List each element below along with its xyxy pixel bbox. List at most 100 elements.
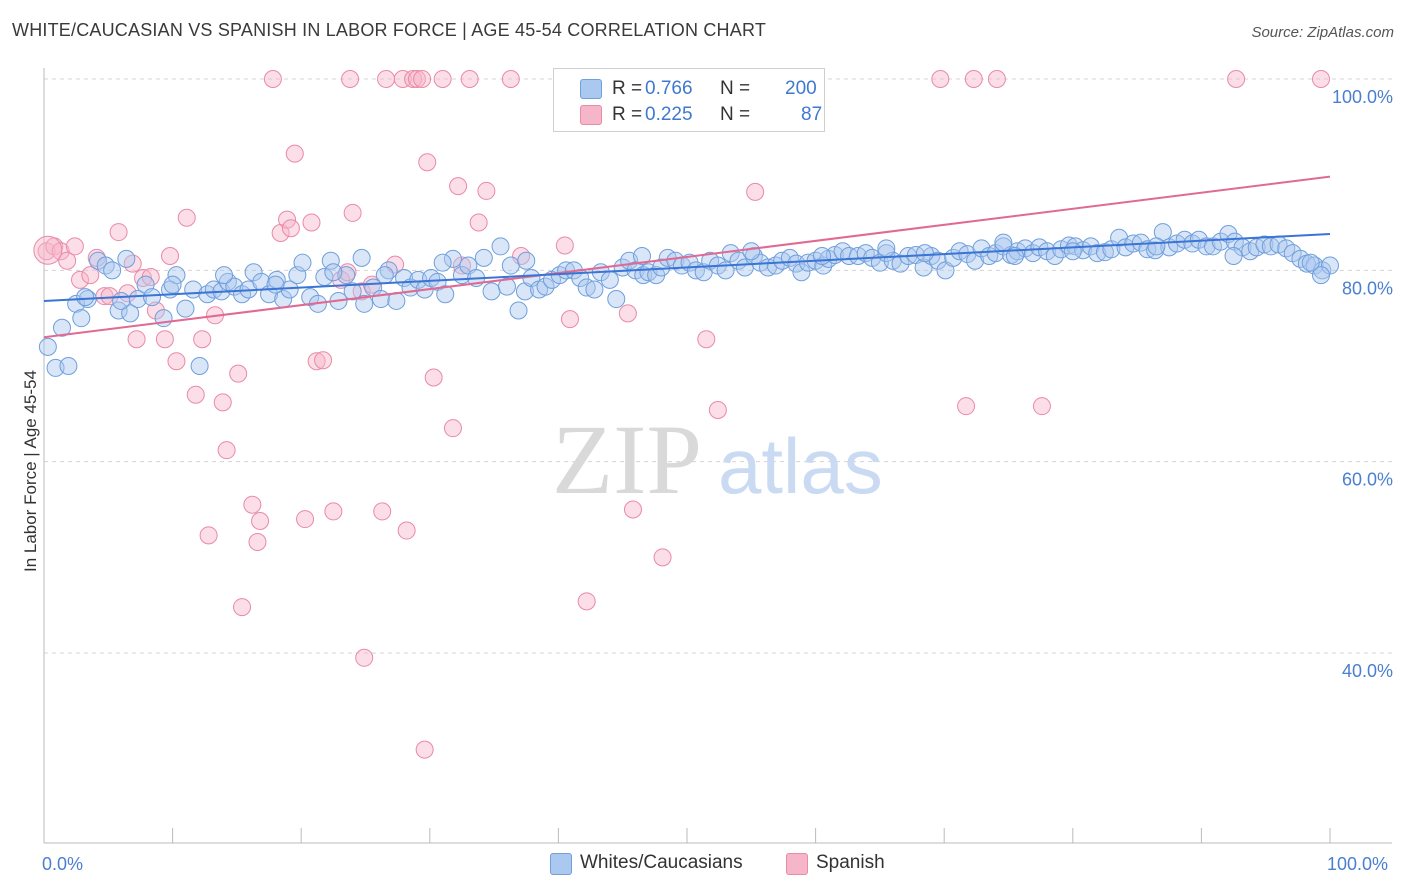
whites-point (994, 233, 1013, 252)
spanish-point (355, 648, 374, 667)
whites-point (517, 251, 536, 270)
spanish-point (186, 385, 205, 404)
spanish-point (155, 330, 174, 349)
bottom-legend-label-spanish: Spanish (816, 852, 885, 873)
legend-r-value: 0.225 (645, 104, 693, 125)
spanish-point (146, 301, 165, 320)
whites-point (321, 251, 340, 270)
x-ticks (43, 828, 1331, 843)
whites-point (121, 304, 140, 323)
spanish-point (413, 70, 432, 88)
spanish-point (1311, 70, 1330, 88)
gridlines (44, 78, 1392, 654)
whites-point (53, 318, 72, 337)
spanish-point (415, 740, 434, 759)
bottom-legend-label-whites: Whites/Caucasians (580, 852, 743, 873)
whites-point (607, 290, 626, 309)
spanish-point (109, 223, 128, 242)
legend-swatch-spanish (580, 105, 602, 125)
spanish-point (560, 310, 579, 329)
y-tick-label: 80.0% (1342, 278, 1393, 298)
spanish-point (338, 263, 357, 282)
correlation-legend: R = 0.766 N = 200 R = 0.225 N = 87 (553, 68, 825, 132)
whites-point (915, 244, 934, 263)
spanish-point (469, 213, 488, 232)
legend-swatch-whites (580, 79, 602, 99)
whites-point (491, 237, 510, 256)
spanish-point (653, 548, 672, 567)
y-tick-labels: 100.0% 80.0% 60.0% 40.0% (1332, 87, 1393, 681)
spanish-point (243, 495, 262, 514)
spanish-point (213, 393, 232, 412)
whites-point (501, 256, 520, 275)
y-tick-label: 100.0% (1332, 87, 1393, 107)
spanish-point (418, 153, 437, 172)
bottom-legend-swatch-whites (550, 853, 572, 875)
whites-point (163, 275, 182, 294)
spanish-point (708, 401, 727, 420)
whites-point (375, 266, 394, 285)
whites-point (1063, 242, 1082, 261)
whites-point (585, 280, 604, 299)
spanish-point (623, 500, 642, 519)
spanish-points (33, 70, 1330, 759)
spanish-point (193, 330, 212, 349)
spanish-point (229, 364, 248, 383)
spanish-point (324, 502, 343, 521)
whites-point (986, 244, 1005, 263)
whites-point (536, 277, 555, 296)
whites-points (38, 223, 1339, 377)
spanish-point (577, 592, 596, 611)
whites-trend-line (43, 232, 1331, 302)
spanish-point (746, 182, 765, 201)
whites-point (742, 242, 761, 261)
spanish-point (407, 70, 426, 88)
whites-point (577, 278, 596, 297)
whites-point (324, 263, 343, 282)
whites-point (112, 291, 131, 310)
whites-point (1224, 246, 1243, 265)
whites-point (59, 357, 78, 375)
spanish-point (71, 270, 90, 289)
spanish-point (377, 70, 396, 88)
spanish-point (697, 330, 716, 349)
whites-point (266, 275, 285, 294)
whites-point (190, 357, 209, 375)
spanish-point (281, 219, 300, 238)
spanish-point (251, 511, 270, 530)
whites-point (76, 288, 95, 307)
whites-point (1147, 237, 1166, 256)
spanish-point (1227, 70, 1246, 88)
y-tick-label: 60.0% (1342, 470, 1393, 490)
whites-point (632, 246, 651, 265)
whites-point (72, 309, 91, 328)
spanish-point (433, 70, 452, 88)
spanish-point (233, 598, 252, 617)
spanish-point (278, 210, 297, 229)
spanish-point (1032, 397, 1051, 416)
legend-r-value: 0.766 (645, 78, 693, 99)
whites-point (792, 263, 811, 282)
spanish-point (477, 181, 496, 200)
spanish-point (199, 526, 218, 545)
whites-point (167, 266, 186, 285)
spanish-point (397, 521, 416, 540)
spanish-point (296, 510, 315, 529)
whites-point (1255, 235, 1274, 254)
spanish-point (449, 177, 468, 196)
legend-n-value: 87 (801, 104, 823, 125)
whites-point (436, 285, 455, 304)
legend-n-label: N = (720, 78, 751, 99)
whites-point (1321, 256, 1339, 275)
spanish-point (177, 208, 196, 227)
whites-point (497, 277, 516, 296)
spanish-point (285, 144, 304, 163)
trend-lines (43, 175, 1331, 339)
spanish-point (343, 203, 362, 222)
spanish-point (404, 70, 423, 88)
whites-point (1301, 253, 1320, 272)
y-tick-label: 40.0% (1342, 661, 1393, 681)
whites-point (352, 248, 371, 267)
spanish-point (127, 330, 146, 349)
spanish-point (87, 248, 106, 267)
